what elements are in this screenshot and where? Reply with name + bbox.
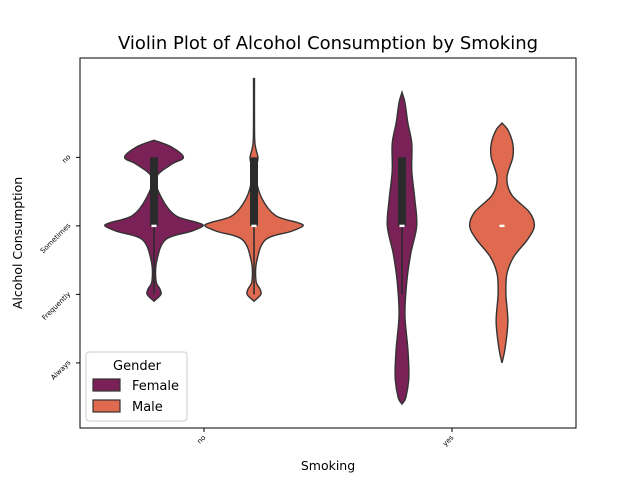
legend: Gender Female Male [85, 351, 188, 422]
chart-title: Violin Plot of Alcohol Consumption by Sm… [118, 33, 538, 54]
box-female-yes [398, 157, 406, 226]
median-female-yes [399, 224, 405, 228]
y-tick-label: Frequently [41, 290, 73, 322]
y-axis-label: Alcohol Consumption [10, 177, 25, 309]
legend-label-female: Female [132, 379, 179, 394]
x-tick-label: no [196, 434, 208, 446]
y-tick-label: Always [49, 358, 72, 381]
y-tick-label: Sometimes [39, 221, 73, 255]
legend-swatch-female [92, 378, 121, 392]
legend-swatch-male [92, 399, 121, 413]
median-female-no [151, 224, 157, 228]
x-tick-label: yes [441, 434, 455, 448]
legend-label-male: Male [132, 400, 163, 415]
x-axis-label: Smoking [301, 458, 355, 473]
median-male-yes [499, 224, 505, 228]
legend-title: Gender [113, 359, 162, 374]
violin-male-yes [468, 122, 536, 364]
median-male-no [251, 224, 257, 228]
plot-frame [79, 57, 577, 429]
box-male-no [250, 157, 258, 226]
plot-area [104, 77, 536, 406]
y-tick-label: no [61, 153, 73, 165]
y-axis: no Sometimes Frequently Always [39, 153, 80, 382]
x-axis: no yes [196, 428, 456, 448]
box-female-no [150, 157, 158, 226]
